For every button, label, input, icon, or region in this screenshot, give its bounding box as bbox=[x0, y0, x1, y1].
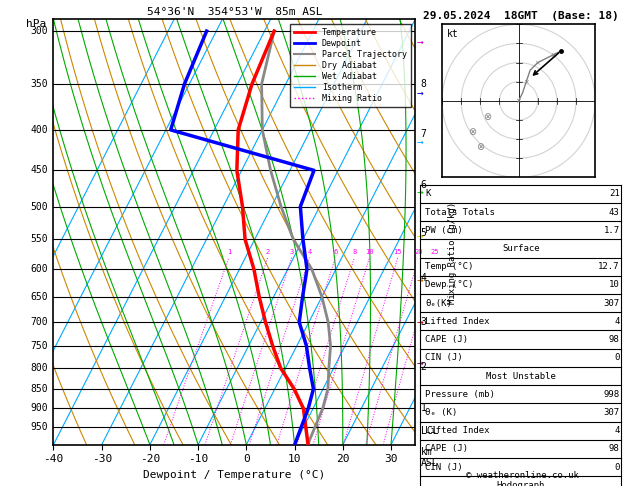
Text: 0: 0 bbox=[614, 463, 620, 472]
Text: 750: 750 bbox=[30, 341, 48, 351]
Text: 25: 25 bbox=[431, 249, 439, 256]
Text: 400: 400 bbox=[30, 125, 48, 135]
Text: 5: 5 bbox=[421, 228, 426, 238]
Text: 800: 800 bbox=[30, 363, 48, 373]
Text: $\times$: $\times$ bbox=[550, 51, 557, 59]
Text: $\otimes$: $\otimes$ bbox=[483, 111, 493, 122]
Text: →: → bbox=[417, 37, 424, 47]
Text: Dewp (°C): Dewp (°C) bbox=[425, 280, 474, 290]
Text: Lifted Index: Lifted Index bbox=[425, 317, 490, 326]
Text: 300: 300 bbox=[30, 26, 48, 36]
Text: $\otimes$: $\otimes$ bbox=[468, 126, 477, 137]
Text: hPa: hPa bbox=[26, 19, 47, 30]
Text: 98: 98 bbox=[609, 444, 620, 453]
Text: →: → bbox=[417, 317, 424, 327]
Text: K: K bbox=[425, 189, 431, 198]
Text: CIN (J): CIN (J) bbox=[425, 353, 463, 363]
Text: 12.7: 12.7 bbox=[598, 262, 620, 271]
Text: →: → bbox=[417, 138, 424, 148]
Text: 2: 2 bbox=[265, 249, 270, 256]
Text: 7: 7 bbox=[421, 129, 426, 139]
Text: km
ASL: km ASL bbox=[421, 447, 438, 469]
Text: 1: 1 bbox=[226, 249, 231, 256]
Text: 4: 4 bbox=[614, 426, 620, 435]
Text: Pressure (mb): Pressure (mb) bbox=[425, 390, 495, 399]
Text: 20: 20 bbox=[415, 249, 423, 256]
Text: 950: 950 bbox=[30, 422, 48, 432]
Text: 600: 600 bbox=[30, 264, 48, 274]
Text: Temp (°C): Temp (°C) bbox=[425, 262, 474, 271]
Text: 900: 900 bbox=[30, 403, 48, 414]
Text: Hodograph: Hodograph bbox=[497, 481, 545, 486]
Text: 15: 15 bbox=[394, 249, 402, 256]
Text: 4: 4 bbox=[421, 273, 426, 283]
Text: →: → bbox=[417, 359, 424, 369]
Text: 10: 10 bbox=[609, 280, 620, 290]
Text: →: → bbox=[417, 89, 424, 99]
Text: CIN (J): CIN (J) bbox=[425, 463, 463, 472]
Text: 8: 8 bbox=[421, 79, 426, 89]
Text: Mixing Ratio (g/kg): Mixing Ratio (g/kg) bbox=[448, 202, 457, 304]
Text: 550: 550 bbox=[30, 234, 48, 244]
Text: Surface: Surface bbox=[502, 244, 540, 253]
X-axis label: Dewpoint / Temperature (°C): Dewpoint / Temperature (°C) bbox=[143, 470, 325, 480]
Text: 450: 450 bbox=[30, 165, 48, 175]
Legend: Temperature, Dewpoint, Parcel Trajectory, Dry Adiabat, Wet Adiabat, Isotherm, Mi: Temperature, Dewpoint, Parcel Trajectory… bbox=[290, 24, 411, 107]
Text: 0: 0 bbox=[614, 353, 620, 363]
Text: 29.05.2024  18GMT  (Base: 18): 29.05.2024 18GMT (Base: 18) bbox=[423, 11, 618, 21]
Text: 4: 4 bbox=[308, 249, 311, 256]
Text: $\times$: $\times$ bbox=[523, 77, 530, 86]
Text: 1.7: 1.7 bbox=[603, 226, 620, 235]
Text: 998: 998 bbox=[603, 390, 620, 399]
Text: CAPE (J): CAPE (J) bbox=[425, 335, 468, 344]
Text: 43: 43 bbox=[609, 208, 620, 217]
Text: 6: 6 bbox=[333, 249, 338, 256]
Text: 6: 6 bbox=[421, 180, 426, 191]
Text: Lifted Index: Lifted Index bbox=[425, 426, 490, 435]
Text: 650: 650 bbox=[30, 292, 48, 302]
Text: $\times$: $\times$ bbox=[515, 97, 522, 105]
Text: 850: 850 bbox=[30, 384, 48, 394]
Text: 4: 4 bbox=[614, 317, 620, 326]
Text: 21: 21 bbox=[609, 189, 620, 198]
Text: 8: 8 bbox=[352, 249, 357, 256]
Text: 3: 3 bbox=[421, 317, 426, 327]
Text: kt: kt bbox=[447, 29, 459, 39]
Text: 2: 2 bbox=[421, 362, 426, 372]
Text: LCL: LCL bbox=[421, 426, 438, 435]
Text: θₑ(K): θₑ(K) bbox=[425, 298, 452, 308]
Text: Most Unstable: Most Unstable bbox=[486, 371, 556, 381]
Text: $\otimes$: $\otimes$ bbox=[476, 141, 485, 152]
Text: 10: 10 bbox=[365, 249, 374, 256]
Text: →: → bbox=[417, 276, 424, 285]
Text: © weatheronline.co.uk: © weatheronline.co.uk bbox=[465, 471, 579, 480]
Title: 54°36'N  354°53'W  85m ASL: 54°36'N 354°53'W 85m ASL bbox=[147, 7, 322, 17]
Text: $\times$: $\times$ bbox=[534, 58, 541, 67]
Text: CAPE (J): CAPE (J) bbox=[425, 444, 468, 453]
Text: 700: 700 bbox=[30, 317, 48, 327]
Text: 307: 307 bbox=[603, 408, 620, 417]
Text: 1: 1 bbox=[421, 403, 426, 413]
Text: 307: 307 bbox=[603, 298, 620, 308]
Text: PW (cm): PW (cm) bbox=[425, 226, 463, 235]
Text: 350: 350 bbox=[30, 79, 48, 89]
Text: 500: 500 bbox=[30, 202, 48, 211]
Text: 3: 3 bbox=[290, 249, 294, 256]
Text: →: → bbox=[417, 188, 424, 197]
Text: 98: 98 bbox=[609, 335, 620, 344]
Text: →: → bbox=[417, 231, 424, 241]
Text: Totals Totals: Totals Totals bbox=[425, 208, 495, 217]
Text: θₑ (K): θₑ (K) bbox=[425, 408, 457, 417]
